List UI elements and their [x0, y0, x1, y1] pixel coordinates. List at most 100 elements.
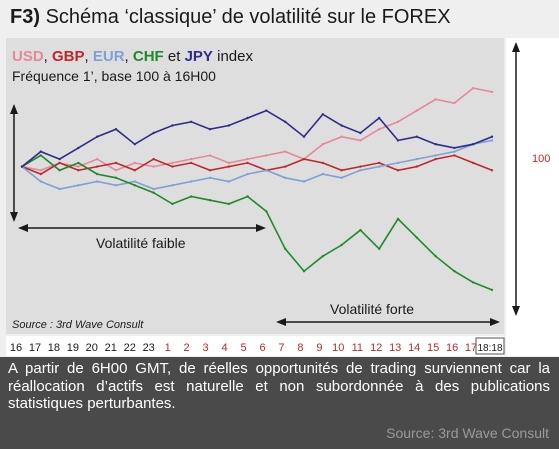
- x-tick-label: 8: [297, 342, 303, 354]
- x-tick-label: 19: [67, 342, 79, 354]
- data-point-jpy: [453, 146, 456, 150]
- x-tick-label: 18: [48, 342, 60, 354]
- data-point-gbp: [171, 165, 174, 168]
- data-point-usd: [415, 109, 418, 112]
- data-point-usd: [246, 157, 249, 161]
- data-point-gbp: [415, 165, 418, 168]
- data-point-usd: [340, 135, 343, 138]
- data-point-usd: [133, 161, 136, 165]
- low-vol-arrow-left-head: [18, 224, 28, 232]
- data-point-gbp: [340, 169, 343, 172]
- data-point-gbp: [58, 161, 61, 165]
- x-tick-label: 12: [370, 342, 382, 354]
- title-series-chf: CHF: [133, 48, 164, 65]
- x-tick-label: 16: [446, 342, 458, 354]
- data-point-chf: [114, 176, 118, 179]
- data-point-gbp: [152, 157, 155, 161]
- data-point-usd: [190, 157, 193, 161]
- data-point-jpy: [321, 113, 324, 116]
- data-point-chf: [227, 202, 230, 206]
- title-separator: index: [213, 48, 254, 65]
- x-tick-label: 21: [105, 342, 117, 354]
- data-point-eur: [208, 176, 212, 179]
- title-separator: et: [164, 48, 185, 65]
- data-point-jpy: [39, 150, 42, 153]
- x-tick-label: 15: [427, 342, 439, 354]
- data-point-gbp: [453, 154, 456, 157]
- x-tick-label: 1: [165, 342, 171, 354]
- data-point-usd: [171, 161, 174, 165]
- chart-source-label: Source : 3rd Wave Consult: [12, 319, 144, 331]
- data-point-eur: [453, 150, 456, 153]
- data-point-usd: [96, 157, 99, 161]
- data-point-jpy: [396, 139, 400, 142]
- high-vol-arrow-right-head: [490, 318, 500, 326]
- data-point-jpy: [58, 157, 61, 161]
- data-point-usd: [453, 101, 456, 105]
- data-point-chf: [58, 169, 61, 172]
- data-point-chf: [265, 210, 268, 213]
- data-point-jpy: [171, 124, 174, 127]
- data-point-chf: [378, 247, 381, 250]
- data-point-jpy: [114, 128, 118, 131]
- x-tick-label: 7: [278, 342, 284, 354]
- right-axis-label: 100: [532, 153, 550, 165]
- annotation-layer: Volatilité faible 100 Volatilité forte S…: [10, 42, 550, 331]
- title-separator: ,: [44, 48, 52, 65]
- data-point-usd: [321, 143, 324, 146]
- chart-title: USD, GBP, EUR, CHF et JPY index: [12, 48, 253, 65]
- high-vol-arrow-left-head: [276, 318, 286, 326]
- figure-number: F3): [10, 6, 40, 28]
- x-tick-box: [475, 337, 505, 355]
- data-point-gbp: [227, 165, 230, 168]
- data-point-eur: [396, 161, 400, 165]
- x-tick-label: 5: [240, 342, 246, 354]
- data-point-gbp: [396, 169, 400, 172]
- data-point-eur: [246, 172, 249, 176]
- data-point-gbp: [490, 169, 494, 172]
- title-series-eur: EUR: [93, 48, 125, 65]
- x-tick-label: 9: [316, 342, 322, 354]
- data-point-jpy: [265, 109, 268, 112]
- data-point-usd: [434, 98, 437, 101]
- x-tick-label: 17: [29, 342, 41, 354]
- data-point-jpy: [340, 124, 343, 127]
- data-point-chf: [302, 270, 306, 273]
- data-point-eur: [227, 180, 230, 183]
- data-point-gbp: [472, 161, 475, 165]
- high-vol-label: Volatilité forte: [330, 301, 414, 317]
- chart-area: [6, 38, 504, 334]
- x-tick-label: 18:18: [477, 343, 502, 354]
- data-point-eur: [378, 165, 381, 168]
- data-point-chf: [321, 255, 324, 258]
- data-point-usd: [378, 128, 381, 131]
- title-series-jpy: JPY: [185, 48, 213, 65]
- data-point-chf: [434, 255, 437, 258]
- low-vol-arrow-right-head: [256, 224, 266, 232]
- data-point-eur: [340, 176, 343, 179]
- x-tick-label: 20: [86, 342, 98, 354]
- data-point-jpy: [378, 116, 381, 120]
- x-axis-strip: [6, 336, 504, 356]
- data-point-chf: [190, 195, 193, 198]
- data-point-gbp: [77, 169, 80, 172]
- x-tick-layer: 16 17 18 19 20 21 22 23 1 2 3 4 5 6 7 8 9 10 11 12 13 14 15 16 1…: [10, 337, 505, 355]
- data-point-chf: [284, 247, 287, 250]
- data-point-eur: [152, 187, 155, 191]
- data-point-eur: [171, 184, 174, 187]
- left-arrow-head-up: [10, 104, 18, 114]
- data-point-usd: [490, 90, 494, 94]
- data-point-usd: [396, 120, 400, 124]
- figure-caption: A partir de 6H00 GMT, de réelles opportu…: [8, 360, 550, 412]
- data-point-jpy: [227, 124, 230, 127]
- right-gutter: [506, 38, 559, 356]
- data-point-gbp: [246, 161, 249, 165]
- data-point-usd: [227, 161, 230, 165]
- x-tick-label: 11: [352, 342, 363, 354]
- data-point-chf: [171, 202, 174, 206]
- data-point-gbp: [39, 172, 42, 176]
- caption-background: [0, 357, 559, 449]
- x-tick-label: 16: [10, 342, 22, 354]
- data-point-chf: [39, 154, 42, 157]
- data-point-gbp: [378, 161, 381, 165]
